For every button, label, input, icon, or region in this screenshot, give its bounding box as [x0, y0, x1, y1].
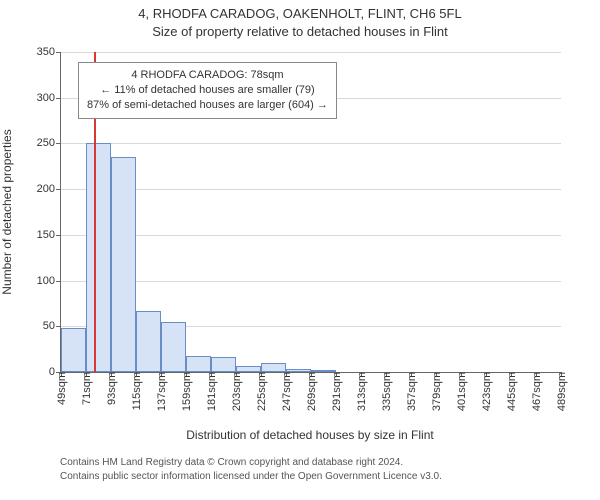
x-tick-label: 159sqm — [179, 372, 193, 411]
y-tick-label: 50 — [43, 320, 61, 332]
histogram-bar — [136, 311, 161, 372]
histogram-bar — [61, 328, 86, 372]
histogram-bar — [311, 370, 336, 372]
x-tick-label: 93sqm — [104, 372, 118, 405]
x-tick-label: 49sqm — [54, 372, 68, 405]
x-tick-label: 379sqm — [429, 372, 443, 411]
histogram-bar — [111, 157, 136, 372]
histogram-bar — [211, 357, 236, 372]
x-tick-label: 423sqm — [479, 372, 493, 411]
x-tick-label: 225sqm — [254, 372, 268, 411]
histogram-bar — [236, 366, 261, 372]
x-tick-label: 313sqm — [354, 372, 368, 411]
y-gridline — [61, 189, 561, 190]
histogram-bar — [86, 143, 111, 372]
histogram-bar — [261, 363, 286, 372]
x-tick-label: 203sqm — [229, 372, 243, 411]
y-tick-label: 350 — [37, 46, 61, 58]
x-tick-label: 247sqm — [279, 372, 293, 411]
x-tick-label: 71sqm — [79, 372, 93, 405]
x-tick-label: 401sqm — [454, 372, 468, 411]
annotation-line: 87% of semi-detached houses are larger (… — [87, 98, 328, 113]
x-tick-label: 269sqm — [304, 372, 318, 411]
histogram-bar — [186, 356, 211, 372]
x-tick-label: 291sqm — [329, 372, 343, 411]
y-axis-label: Number of detached properties — [0, 129, 14, 294]
y-gridline — [61, 281, 561, 282]
y-tick-label: 250 — [37, 137, 61, 149]
annotation-box: 4 RHODFA CARADOG: 78sqm← 11% of detached… — [78, 62, 337, 119]
histogram-bar — [286, 369, 311, 372]
annotation-line: 4 RHODFA CARADOG: 78sqm — [87, 68, 328, 83]
annotation-line: ← 11% of detached houses are smaller (79… — [87, 83, 328, 98]
x-tick-label: 489sqm — [554, 372, 568, 411]
x-tick-label: 335sqm — [379, 372, 393, 411]
y-tick-label: 100 — [37, 275, 61, 287]
y-gridline — [61, 235, 561, 236]
x-tick-label: 467sqm — [529, 372, 543, 411]
y-tick-label: 150 — [37, 229, 61, 241]
footer-text: Contains HM Land Registry data © Crown c… — [60, 456, 442, 483]
x-tick-label: 115sqm — [129, 372, 143, 410]
y-tick-label: 200 — [37, 183, 61, 195]
page-title: 4, RHODFA CARADOG, OAKENHOLT, FLINT, CH6… — [0, 6, 600, 21]
footer-line: Contains HM Land Registry data © Crown c… — [60, 456, 442, 470]
footer-line: Contains public sector information licen… — [60, 470, 442, 484]
x-axis-label: Distribution of detached houses by size … — [60, 428, 560, 442]
histogram-bar — [161, 322, 186, 372]
x-tick-label: 137sqm — [154, 372, 168, 411]
y-gridline — [61, 143, 561, 144]
chart-root: 4, RHODFA CARADOG, OAKENHOLT, FLINT, CH6… — [0, 0, 600, 500]
x-tick-label: 357sqm — [404, 372, 418, 411]
x-tick-label: 445sqm — [504, 372, 518, 411]
y-tick-label: 300 — [37, 92, 61, 104]
x-tick-label: 181sqm — [204, 372, 218, 411]
page-subtitle: Size of property relative to detached ho… — [0, 24, 600, 39]
y-gridline — [61, 52, 561, 53]
